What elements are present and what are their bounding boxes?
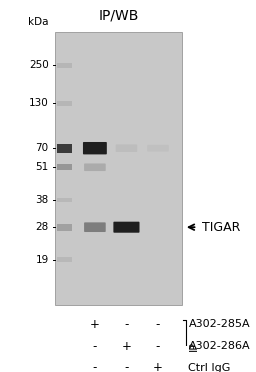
Text: 51: 51 bbox=[36, 162, 49, 172]
Text: IP: IP bbox=[188, 341, 198, 351]
Bar bbox=[57, 63, 72, 68]
Text: 28: 28 bbox=[36, 222, 49, 232]
Text: +: + bbox=[153, 361, 163, 372]
Text: 130: 130 bbox=[29, 98, 49, 108]
Bar bbox=[57, 198, 72, 202]
Text: A302-285A: A302-285A bbox=[188, 319, 250, 329]
Text: +: + bbox=[122, 340, 131, 353]
Text: A302-286A: A302-286A bbox=[188, 341, 250, 351]
Bar bbox=[57, 224, 72, 231]
Text: TIGAR: TIGAR bbox=[202, 221, 240, 234]
Text: -: - bbox=[156, 318, 160, 331]
Text: -: - bbox=[124, 361, 129, 372]
FancyBboxPatch shape bbox=[84, 163, 106, 171]
Bar bbox=[57, 101, 72, 106]
Text: -: - bbox=[93, 361, 97, 372]
Text: 250: 250 bbox=[29, 60, 49, 70]
FancyBboxPatch shape bbox=[83, 142, 107, 154]
FancyBboxPatch shape bbox=[84, 222, 106, 232]
Bar bbox=[56, 32, 182, 305]
FancyBboxPatch shape bbox=[116, 144, 137, 152]
Bar bbox=[57, 144, 72, 153]
Text: -: - bbox=[124, 318, 129, 331]
Text: Ctrl IgG: Ctrl IgG bbox=[188, 363, 231, 372]
Text: 38: 38 bbox=[36, 195, 49, 205]
Bar bbox=[57, 164, 72, 170]
FancyBboxPatch shape bbox=[113, 222, 140, 233]
Bar bbox=[57, 257, 72, 262]
Text: IP/WB: IP/WB bbox=[98, 8, 139, 22]
Text: -: - bbox=[156, 340, 160, 353]
Text: -: - bbox=[93, 340, 97, 353]
Text: kDa: kDa bbox=[28, 17, 49, 27]
Text: 70: 70 bbox=[36, 143, 49, 153]
Text: 19: 19 bbox=[36, 255, 49, 265]
Text: +: + bbox=[90, 318, 100, 331]
FancyBboxPatch shape bbox=[147, 145, 169, 152]
